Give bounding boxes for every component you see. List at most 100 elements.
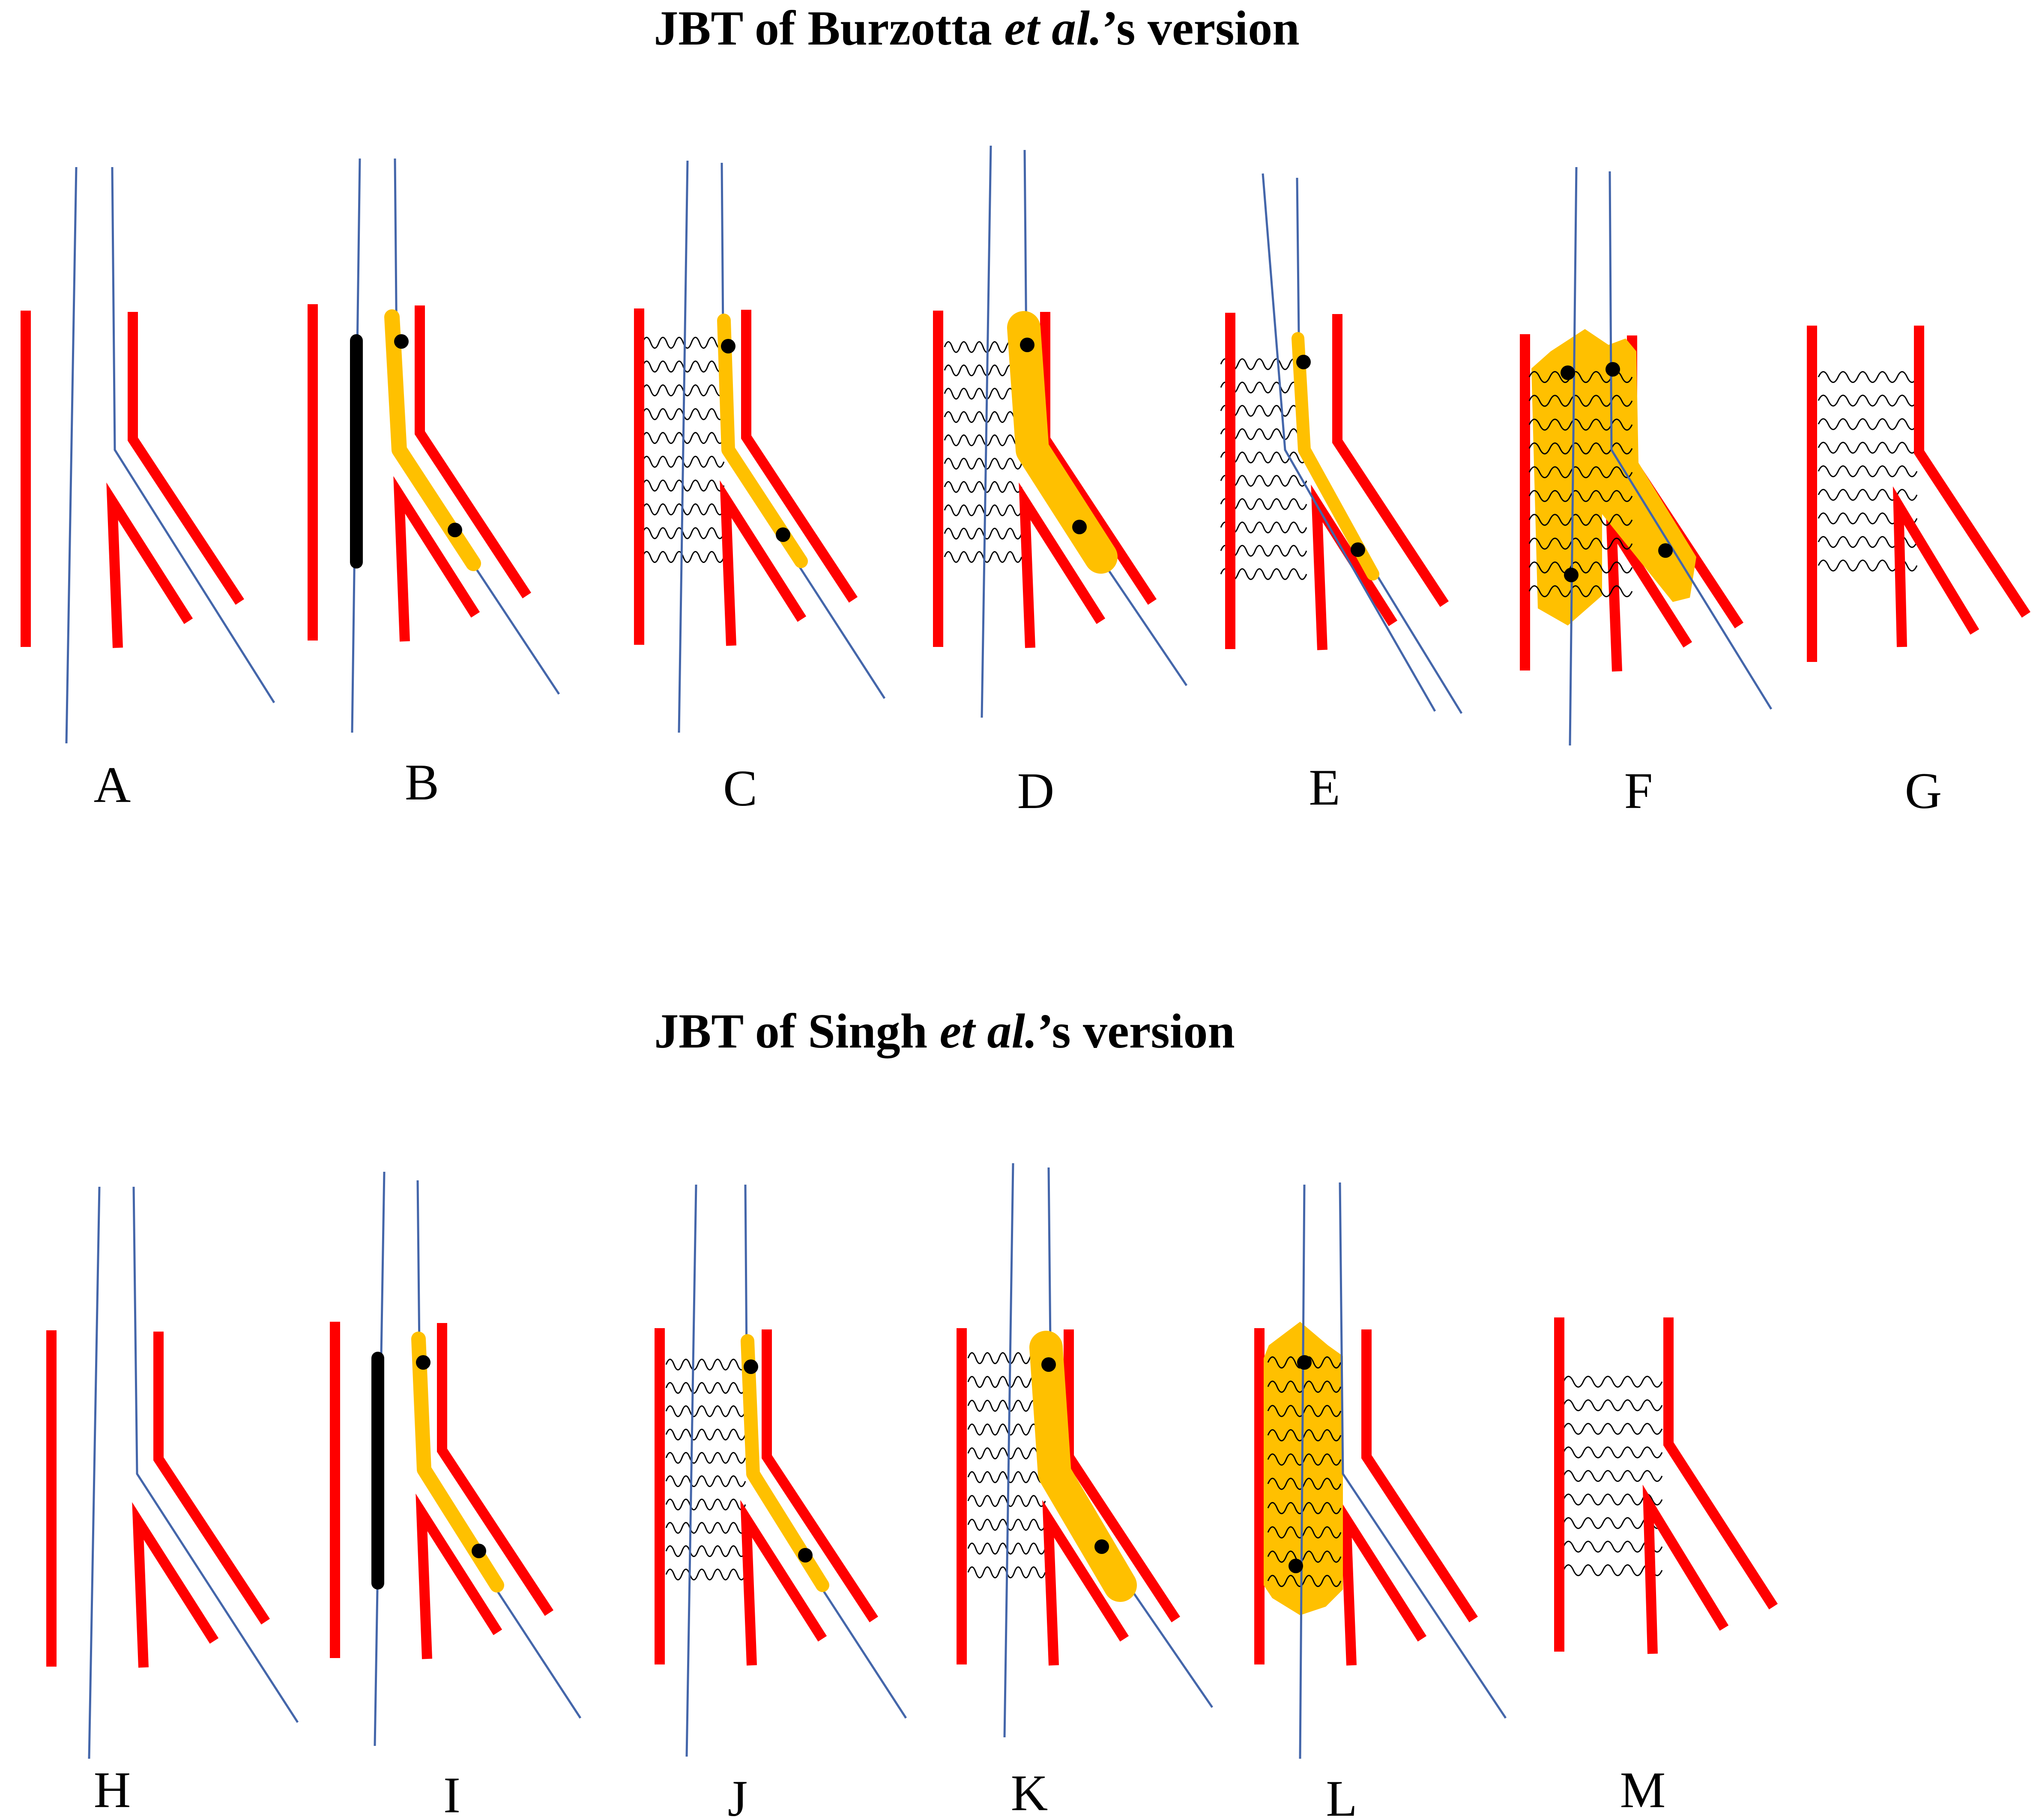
- stent-strut: [1563, 1446, 1663, 1458]
- stent-strut: [1818, 418, 1918, 430]
- side-branch-balloon: [411, 1332, 504, 1592]
- stent-strut: [1528, 395, 1633, 407]
- stent-strut: [642, 337, 725, 349]
- stent-strut: [944, 411, 1022, 423]
- side-branch-balloon: [717, 314, 808, 568]
- panels: [21, 145, 2031, 1759]
- balloon-marker: [744, 1359, 758, 1374]
- stent-strut: [967, 1423, 1046, 1436]
- stent-strut: [944, 458, 1022, 470]
- title-singh: JBT of Singh et al.’s version: [654, 1004, 1235, 1058]
- panel-label-c: C: [723, 760, 757, 817]
- main-branch-guidewire: [685, 1184, 697, 1757]
- stent-strut: [665, 1522, 746, 1534]
- title-burzotta: JBT of Burzotta et al.’s version: [654, 1, 1299, 55]
- stent-strut: [1220, 358, 1307, 370]
- side-branch-balloon: [741, 1334, 829, 1592]
- balloon-marker: [1561, 365, 1575, 380]
- stent-strut: [1267, 1478, 1342, 1490]
- stent-strut: [1528, 442, 1633, 455]
- side-branch-outer-wall: [1663, 1317, 1778, 1610]
- stent-strut: [1267, 1502, 1342, 1515]
- panel-label-i: I: [443, 1766, 460, 1820]
- title-singh-suffix: ’s version: [1037, 1004, 1235, 1058]
- stent-strut: [944, 481, 1022, 493]
- side-branch-outer-wall: [415, 305, 532, 599]
- main-branch-guidewire: [1003, 1163, 1014, 1738]
- stent-strut: [1563, 1399, 1663, 1411]
- stent-strut: [665, 1569, 746, 1581]
- stent-strut: [1267, 1453, 1342, 1466]
- balloon-marker: [776, 527, 790, 542]
- main-branch-guidewire: [1569, 167, 1578, 746]
- carina-wall: [1893, 486, 1979, 647]
- panel-l: [1254, 1182, 1507, 1759]
- balloon-marker: [1605, 362, 1620, 377]
- side-branch-outer-wall: [741, 310, 858, 603]
- panel-label-e: E: [1309, 759, 1340, 816]
- stent-strut: [1220, 381, 1307, 394]
- stent-strut: [944, 504, 1022, 516]
- title-singh-prefix: JBT of Singh: [654, 1004, 939, 1058]
- stent-strut: [665, 1545, 746, 1557]
- main-branch-guidewire: [981, 145, 992, 718]
- stent-strut: [1220, 475, 1307, 487]
- side-branch-outer-wall: [762, 1329, 879, 1622]
- carina-wall: [1340, 1500, 1427, 1666]
- carina-wall: [1042, 1500, 1129, 1666]
- panel-label-d: D: [1017, 762, 1055, 819]
- main-branch-guidewire: [1299, 1184, 1306, 1759]
- panel-label-a: A: [94, 756, 131, 813]
- stent-strut: [665, 1428, 746, 1441]
- stent-strut: [642, 360, 725, 373]
- balloon-marker: [1564, 568, 1579, 582]
- balloon-marker: [416, 1355, 431, 1370]
- balloon-marker: [1289, 1559, 1303, 1573]
- panel-label-j: J: [728, 1770, 748, 1820]
- carina-wall: [740, 1500, 827, 1666]
- carina-wall: [1019, 482, 1106, 648]
- stent-strut: [944, 388, 1022, 400]
- balloon-marker: [1351, 542, 1365, 557]
- stent-strut: [944, 364, 1022, 377]
- panel-d: [933, 145, 1188, 718]
- stent-mesh: [1528, 371, 1633, 597]
- stent-strut: [1267, 1429, 1342, 1442]
- side-branch-outer-wall: [1332, 314, 1449, 607]
- carina-wall: [393, 476, 480, 642]
- stent-strut: [642, 527, 725, 539]
- balloon-marker: [1296, 355, 1311, 369]
- stent-strut: [1528, 419, 1633, 431]
- stent-strut: [1528, 490, 1633, 502]
- stent-strut: [665, 1452, 746, 1464]
- stent-strut: [1267, 1380, 1342, 1393]
- panel-label-m: M: [1620, 1761, 1666, 1818]
- panel-i: [330, 1171, 582, 1746]
- panel-label-l: L: [1326, 1770, 1357, 1820]
- side-branch-guidewire: [111, 167, 275, 703]
- balloon-marker: [798, 1548, 813, 1563]
- stent-strut: [1528, 466, 1633, 479]
- stent-strut: [967, 1471, 1046, 1483]
- stent-strut: [1818, 489, 1918, 501]
- stent-strut: [1220, 405, 1307, 417]
- stent-strut: [1528, 514, 1633, 526]
- stent-strut: [1267, 1526, 1342, 1539]
- stent-strut: [1818, 395, 1918, 407]
- stent-strut: [665, 1498, 746, 1511]
- panel-label-h: H: [94, 1761, 131, 1818]
- balloon-marker: [394, 334, 409, 349]
- panel-k: [957, 1163, 1214, 1738]
- carina-wall: [1642, 1485, 1729, 1654]
- title-burzotta-suffix: ’s version: [1102, 1, 1299, 55]
- stent-strut: [967, 1495, 1046, 1507]
- side-branch-outer-wall: [153, 1332, 270, 1625]
- carina-wall: [416, 1494, 502, 1659]
- balloon-marker: [1020, 338, 1034, 352]
- title-singh-italic: et al.: [940, 1004, 1037, 1058]
- stent-strut: [1220, 568, 1307, 580]
- stent-strut: [1818, 371, 1918, 383]
- stent-mesh: [1220, 358, 1307, 580]
- stent-strut: [1267, 1405, 1342, 1417]
- title-burzotta-italic: et al.: [1004, 1, 1102, 55]
